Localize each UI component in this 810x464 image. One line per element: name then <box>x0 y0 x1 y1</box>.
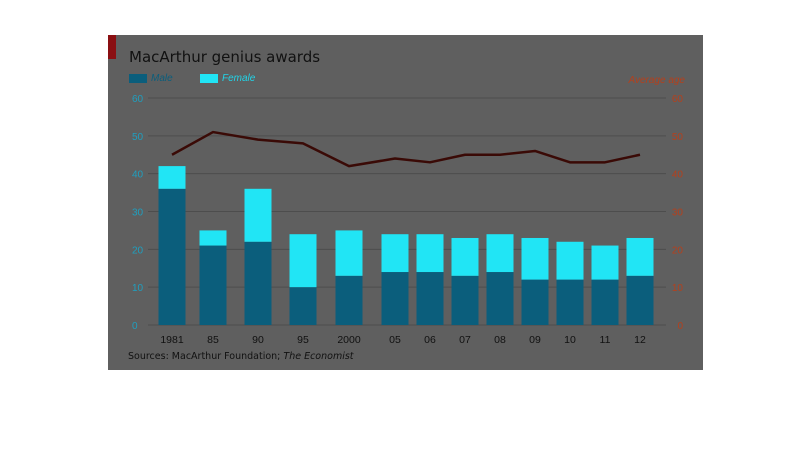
x-axis-tick-label: 10 <box>564 334 576 346</box>
bar-male <box>521 279 549 325</box>
left-axis-tick-label: 10 <box>132 283 144 294</box>
bar-female <box>416 234 444 273</box>
left-axis-tick-label: 20 <box>132 245 144 256</box>
chart-plot: 0 10 20 30 40 50 60 0 10 20 30 40 50 60 1981 85 90 95 2000… <box>132 94 684 346</box>
legend-label-female: Female <box>222 73 256 84</box>
x-axis-tick-label: 09 <box>529 334 541 346</box>
bar-male <box>416 272 444 325</box>
bar-female <box>335 230 363 276</box>
legend-swatch-female <box>200 73 218 83</box>
legend-item-female: Female <box>200 73 255 84</box>
x-axis-tick-label: 2000 <box>337 334 361 346</box>
left-axis-tick-label: 30 <box>132 208 144 219</box>
x-axis-tick-label: 06 <box>424 334 436 346</box>
average-age-line <box>171 130 641 168</box>
bar-female <box>244 188 272 242</box>
left-axis-tick-label: 50 <box>132 132 144 143</box>
legend-label-male: Male <box>151 73 173 84</box>
right-axis-tick-label: 30 <box>672 208 684 219</box>
chart-title: MacArthur genius awards <box>129 48 321 66</box>
bar-female <box>158 166 186 189</box>
chart-panel: 0 10 20 30 40 50 60 0 10 20 30 40 50 60 1981 85 90 95 2000… <box>108 35 703 370</box>
source-publication: The Economist <box>283 351 354 362</box>
x-axis-tick-label: 08 <box>494 334 506 346</box>
bar-male <box>335 275 363 325</box>
right-axis-tick-label: 40 <box>672 170 684 181</box>
bar-male <box>626 275 654 325</box>
bar-male <box>244 241 272 325</box>
left-axis-tick-label: 40 <box>132 170 144 181</box>
bar-male <box>556 279 584 325</box>
legend-swatch-male <box>129 73 147 83</box>
right-axis-tick-label: 20 <box>672 245 684 256</box>
bar-male <box>591 279 619 325</box>
x-axis-tick-label: 95 <box>297 334 309 346</box>
right-axis-tick-label: 60 <box>672 94 684 105</box>
x-axis-tick-label: 90 <box>252 334 264 346</box>
bar-male <box>158 188 186 325</box>
bar-female <box>591 245 619 280</box>
left-axis-tick-label: 60 <box>132 94 144 105</box>
bar-female <box>451 237 479 276</box>
bar-male <box>486 272 514 325</box>
bar-male <box>451 275 479 325</box>
source-prefix: Sources: MacArthur Foundation; <box>128 351 284 362</box>
bar-female <box>521 237 549 280</box>
x-axis-tick-label: 11 <box>600 334 611 346</box>
bar-female <box>381 234 409 273</box>
left-axis-tick-label: 0 <box>132 321 138 332</box>
source-note: Sources: MacArthur Foundation; The Econo… <box>128 351 354 362</box>
x-axis-tick-label: 85 <box>207 334 219 346</box>
right-axis-tick-label: 0 <box>677 321 683 332</box>
x-axis-tick-label: 05 <box>389 334 401 346</box>
right-axis-tick-label: 10 <box>672 283 684 294</box>
right-axis-title: Average age <box>628 75 685 86</box>
bar-female <box>486 234 514 273</box>
bar-male <box>381 272 409 325</box>
bar-female <box>289 234 317 288</box>
x-axis-tick-label: 07 <box>459 334 471 346</box>
bar-female <box>199 230 227 246</box>
x-axis-tick-label: 1981 <box>160 334 184 346</box>
bar-female <box>626 237 654 276</box>
bar-male <box>289 287 317 325</box>
bar-female <box>556 241 584 280</box>
bar-male <box>199 245 227 325</box>
x-axis-tick-label: 12 <box>634 334 646 346</box>
brand-tag <box>108 35 116 59</box>
right-axis-tick-label: 50 <box>672 132 684 143</box>
legend-item-male: Male <box>129 73 173 84</box>
